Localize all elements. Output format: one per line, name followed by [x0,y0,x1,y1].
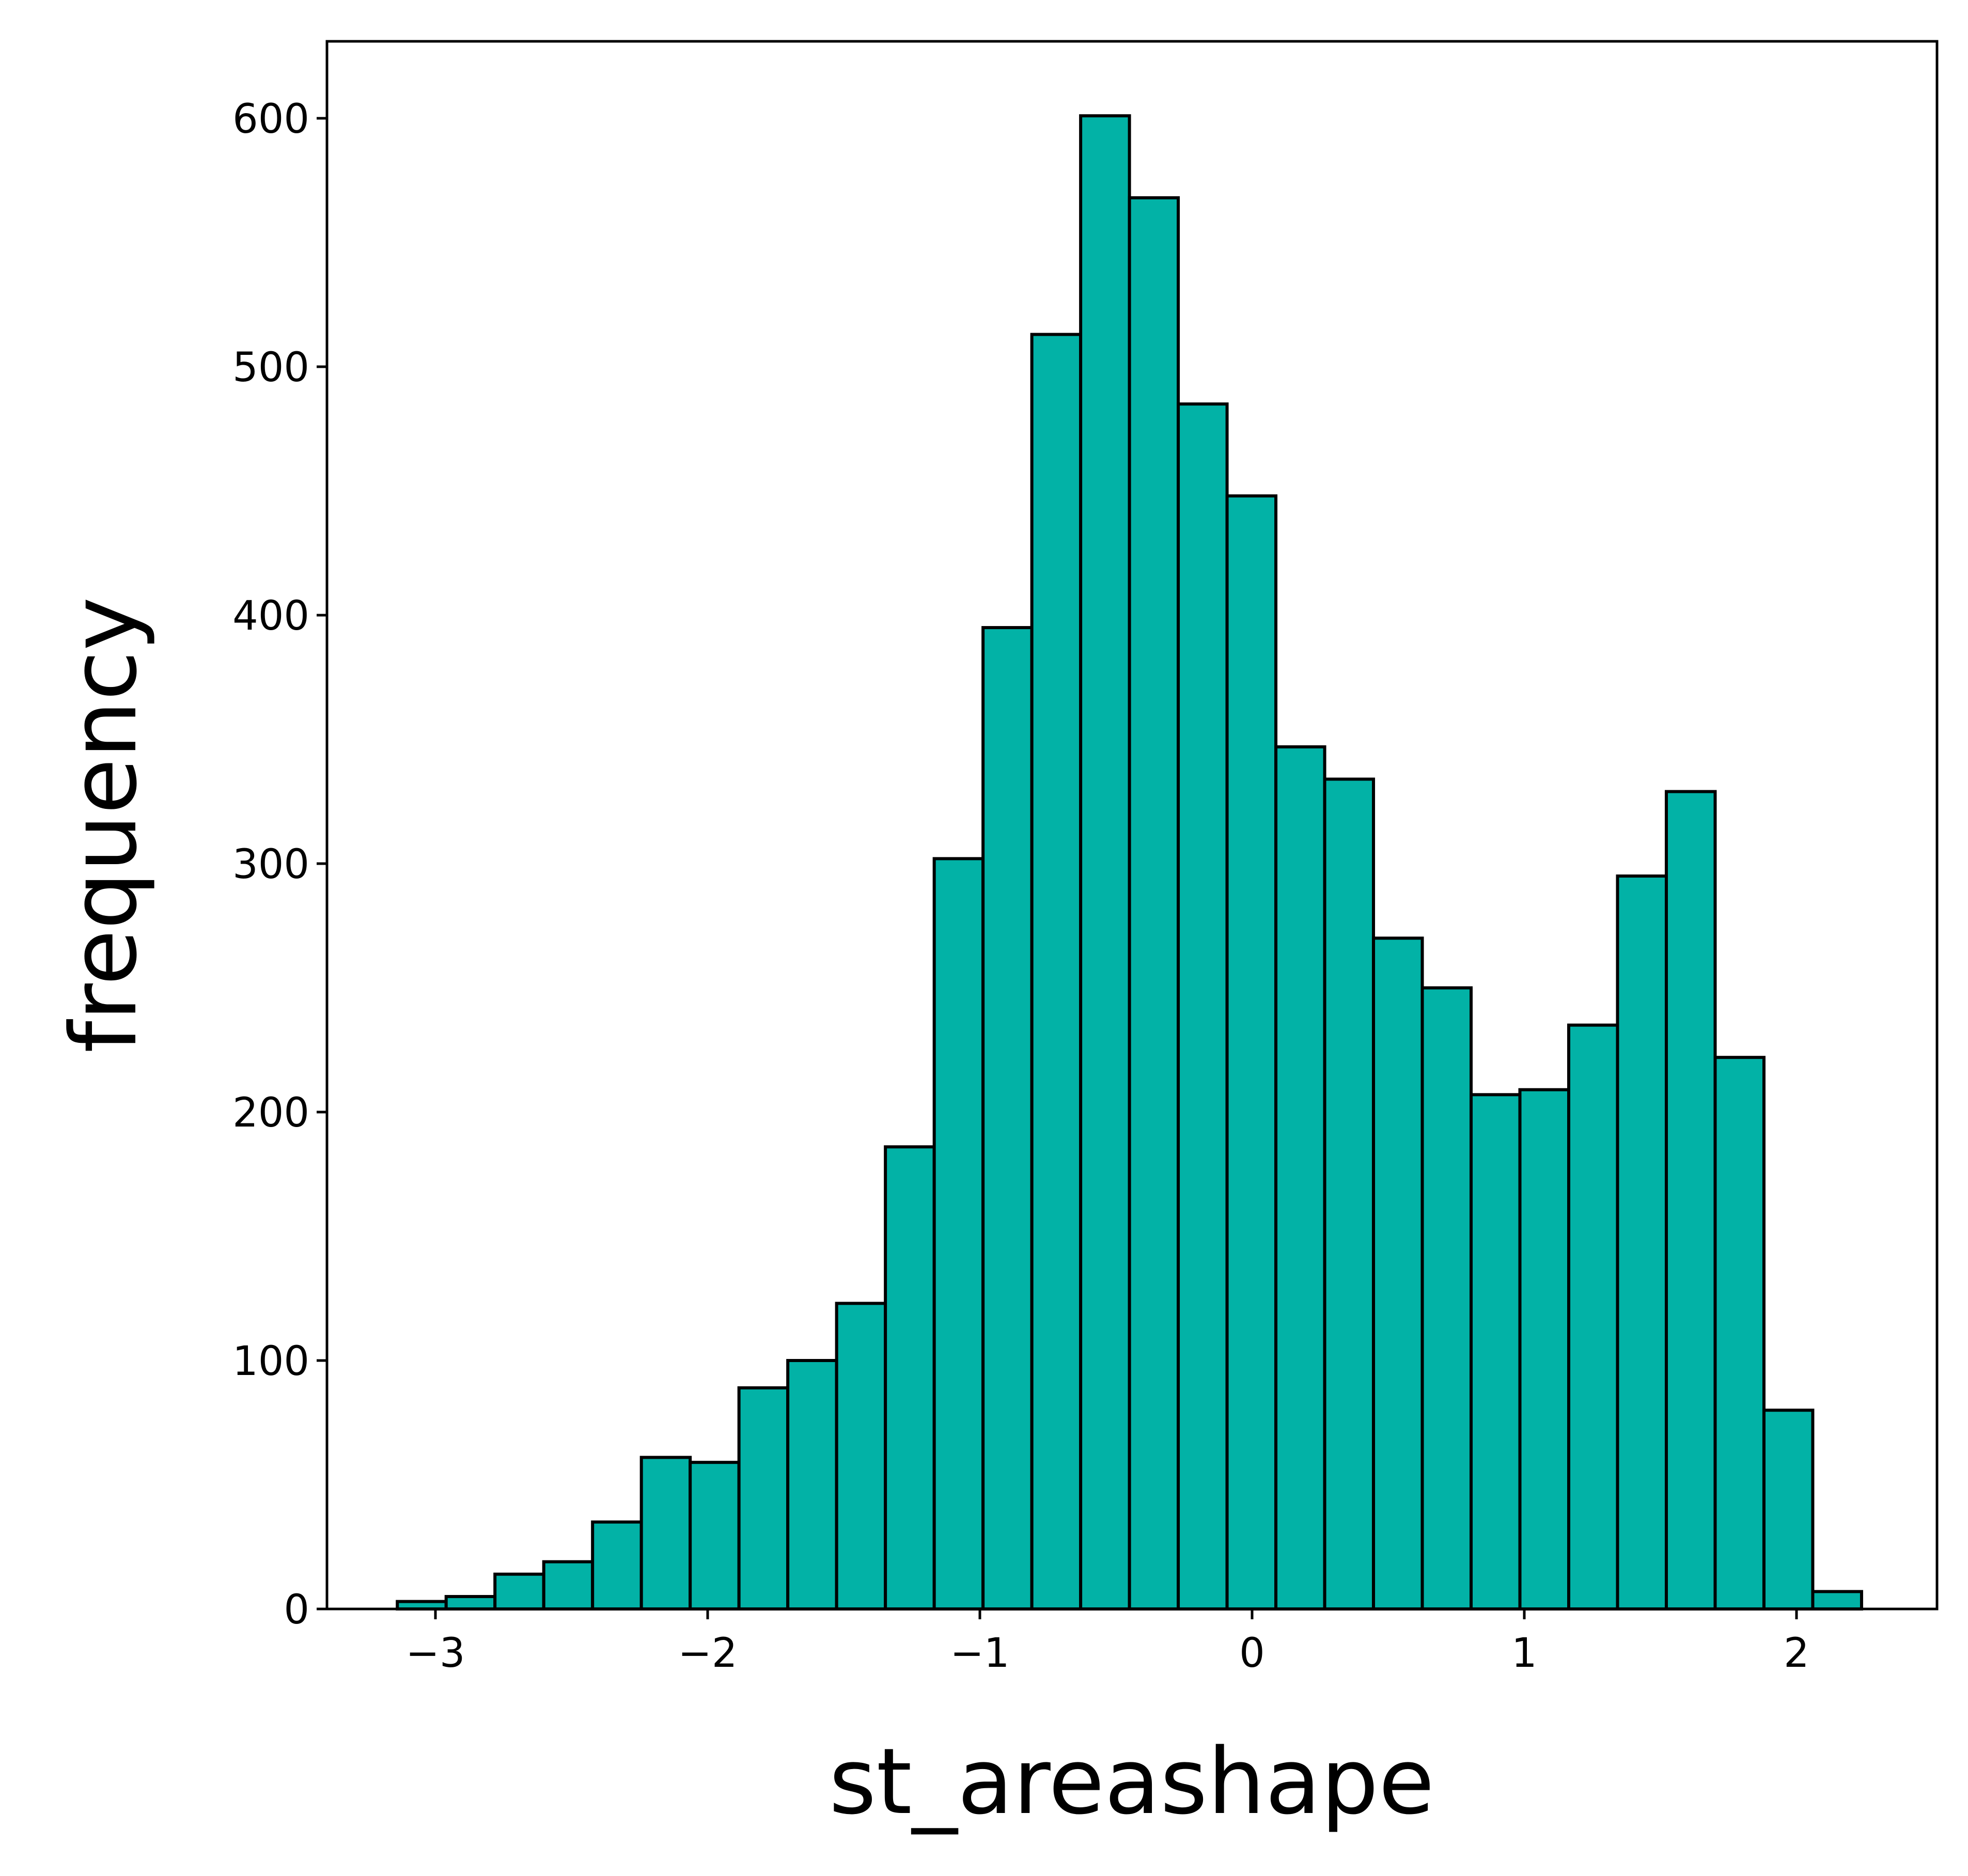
histogram-bar [1762,1409,1815,1611]
x-tick-label: 0 [1239,1630,1265,1677]
x-axis-ticks: −3 −2 −1 0 1 2 [406,1609,1809,1677]
histogram-bar [1420,986,1473,1611]
y-tick-label: 100 [232,1338,309,1385]
histogram-bar [835,1302,887,1611]
histogram-bar [884,1145,936,1611]
histogram-bar [1664,790,1717,1611]
histogram-bar [737,1386,790,1611]
x-tick-label: 2 [1784,1630,1809,1677]
histogram-bar [1323,777,1376,1611]
histogram-bar [1372,936,1424,1611]
histogram-bar [1128,196,1180,1611]
x-axis-title: st_areashape [829,1729,1434,1835]
x-tick-label: −2 [678,1630,738,1677]
histogram-bar [1811,1590,1863,1611]
x-tick-label: −3 [406,1630,465,1677]
histogram-bar [932,857,985,1611]
histogram-bar [1225,494,1278,1611]
histogram-bar [444,1594,497,1611]
histogram-bar [1470,1093,1522,1611]
bars-group [396,114,1863,1611]
y-tick-label: 400 [232,593,309,639]
x-tick-label: −1 [950,1630,1010,1677]
histogram-bar [1567,1023,1619,1611]
histogram-bar [493,1572,545,1611]
y-tick-label: 200 [232,1090,309,1136]
histogram-bar [1713,1056,1766,1611]
histogram-bar [639,1456,692,1611]
y-tick-label: 600 [232,96,309,143]
plot-frame [325,40,1939,1611]
histogram-bar [1030,333,1083,1611]
histogram-bar [591,1520,643,1611]
histogram-bar [1616,874,1668,1611]
histogram-bar [981,626,1034,1611]
histogram-bar [689,1461,741,1611]
y-axis-title: frequency [51,597,157,1053]
histogram-bar [1177,402,1229,1611]
y-tick-label: 500 [232,345,309,391]
histogram-bar [786,1359,838,1611]
x-tick-label: 1 [1511,1630,1537,1677]
histogram-bar [1079,114,1131,1611]
y-tick-label: 300 [232,841,309,888]
y-tick-label: 0 [284,1587,309,1633]
histogram-bar [1274,745,1326,1611]
y-axis-ticks: 0 100 200 300 400 500 600 [232,96,327,1633]
histogram-bar [542,1560,595,1611]
histogram-bar [1518,1088,1571,1611]
